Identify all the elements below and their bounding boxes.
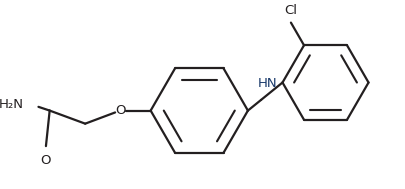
Text: O: O	[115, 104, 126, 117]
Text: HN: HN	[258, 77, 278, 90]
Text: O: O	[40, 154, 51, 167]
Text: H₂N: H₂N	[0, 98, 23, 112]
Text: Cl: Cl	[284, 4, 297, 17]
